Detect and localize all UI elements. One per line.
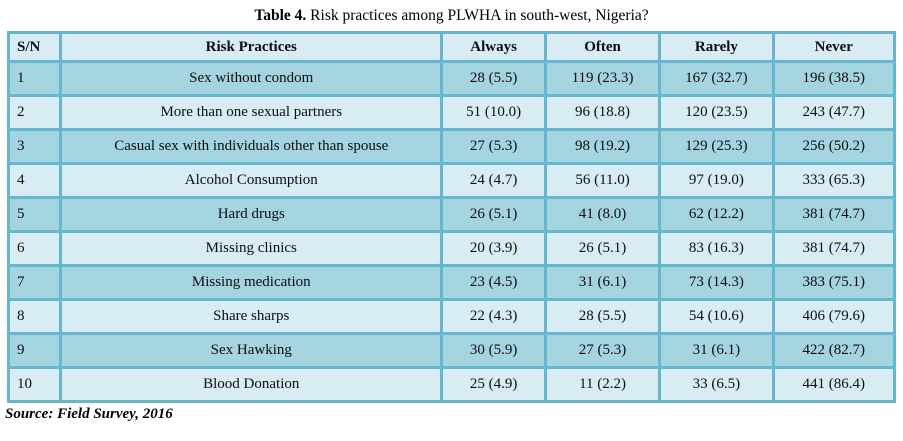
- table-cell: Share sharps: [59, 298, 444, 335]
- table-cell: Sex Hawking: [59, 332, 444, 369]
- table-row: 4 Alcohol Consumption 24 (4.7) 56 (11.0) 97 …: [6, 162, 897, 199]
- table-cell: 98 (19.2): [543, 128, 662, 165]
- table-title-text: Risk practices among PLWHA in south-west…: [306, 7, 649, 24]
- table-row: 6 Missing clinics 20 (3.9) 26 (5.1) 83 (16.3…: [6, 230, 897, 267]
- table-cell: 2: [6, 94, 63, 131]
- table-cell: 381 (74.7): [771, 230, 897, 267]
- table-cell: 11 (2.2): [543, 366, 662, 403]
- table-cell: 8: [6, 298, 63, 335]
- table-row: 1 Sex without condom 28 (5.5) 119 (23.3) 167…: [6, 60, 897, 97]
- risk-practices-table: S/N Risk Practices Always Often Rarely Never …: [6, 31, 897, 403]
- header-cell: S/N: [6, 31, 63, 63]
- table-cell: 28 (5.5): [440, 60, 547, 97]
- table-cell: 4: [6, 162, 63, 199]
- table-title: Table 4. Risk practices among PLWHA in s…: [0, 0, 903, 30]
- table-cell: 3: [6, 128, 63, 165]
- table-cell: 83 (16.3): [658, 230, 775, 267]
- table-cell: 7: [6, 264, 63, 301]
- table-cell: Alcohol Consumption: [59, 162, 444, 199]
- table-cell: 27 (5.3): [543, 332, 662, 369]
- header-row: S/N Risk Practices Always Often Rarely Never: [6, 31, 897, 63]
- table-cell: 422 (82.7): [771, 332, 897, 369]
- table-body: 1 Sex without condom 28 (5.5) 119 (23.3) 167…: [6, 60, 897, 403]
- table-row: 7 Missing medication 23 (4.5) 31 (6.1) 73 (1…: [6, 264, 897, 301]
- table-cell: 406 (79.6): [771, 298, 897, 335]
- table-cell: 6: [6, 230, 63, 267]
- table-cell: 96 (18.8): [543, 94, 662, 131]
- table-cell: Missing clinics: [59, 230, 444, 267]
- table-row: 9 Sex Hawking 30 (5.9) 27 (5.3) 31 (6.1) 422 …: [6, 332, 897, 369]
- table-cell: 24 (4.7): [440, 162, 547, 199]
- table-cell: Missing medication: [59, 264, 444, 301]
- table-cell: Hard drugs: [59, 196, 444, 233]
- table-row: 8 Share sharps 22 (4.3) 28 (5.5) 54 (10.6) 40…: [6, 298, 897, 335]
- table-row: 5 Hard drugs 26 (5.1) 41 (8.0) 62 (12.2) 381 …: [6, 196, 897, 233]
- table-cell: 22 (4.3): [440, 298, 547, 335]
- header-cell: Often: [543, 31, 662, 63]
- table-cell: 9: [6, 332, 63, 369]
- header-cell: Risk Practices: [59, 31, 444, 63]
- table-cell: More than one sexual partners: [59, 94, 444, 131]
- table-cell: 62 (12.2): [658, 196, 775, 233]
- table-cell: 26 (5.1): [440, 196, 547, 233]
- table-cell: 23 (4.5): [440, 264, 547, 301]
- table-cell: 41 (8.0): [543, 196, 662, 233]
- table-cell: 120 (23.5): [658, 94, 775, 131]
- table-cell: 256 (50.2): [771, 128, 897, 165]
- table-cell: 33 (6.5): [658, 366, 775, 403]
- table-cell: 196 (38.5): [771, 60, 897, 97]
- header-cell: Always: [440, 31, 547, 63]
- table-cell: 10: [6, 366, 63, 403]
- table-cell: 129 (25.3): [658, 128, 775, 165]
- table-row: 3 Casual sex with individuals other than …: [6, 128, 897, 165]
- table-cell: 31 (6.1): [543, 264, 662, 301]
- table-cell: 54 (10.6): [658, 298, 775, 335]
- table-cell: 383 (75.1): [771, 264, 897, 301]
- table-cell: 243 (47.7): [771, 94, 897, 131]
- table-cell: 333 (65.3): [771, 162, 897, 199]
- table-cell: 441 (86.4): [771, 366, 897, 403]
- table-cell: 167 (32.7): [658, 60, 775, 97]
- table-cell: 5: [6, 196, 63, 233]
- table-cell: Blood Donation: [59, 366, 444, 403]
- table-cell: 20 (3.9): [440, 230, 547, 267]
- table-header-row: S/N Risk Practices Always Often Rarely Never: [6, 31, 897, 63]
- header-cell: Rarely: [658, 31, 775, 63]
- table-cell: Casual sex with individuals other than s…: [59, 128, 444, 165]
- table-cell: Sex without condom: [59, 60, 444, 97]
- header-cell: Never: [771, 31, 897, 63]
- table-cell: 31 (6.1): [658, 332, 775, 369]
- table-cell: 73 (14.3): [658, 264, 775, 301]
- table-cell: 1: [6, 60, 63, 97]
- table-cell: 26 (5.1): [543, 230, 662, 267]
- table-cell: 30 (5.9): [440, 332, 547, 369]
- table-cell: 27 (5.3): [440, 128, 547, 165]
- table-cell: 51 (10.0): [440, 94, 547, 131]
- table-title-number: Table 4.: [254, 7, 307, 24]
- table-cell: 28 (5.5): [543, 298, 662, 335]
- table-cell: 119 (23.3): [543, 60, 662, 97]
- table-cell: 56 (11.0): [543, 162, 662, 199]
- table-cell: 381 (74.7): [771, 196, 897, 233]
- source-note: Source: Field Survey, 2016: [5, 406, 173, 422]
- table-row: 2 More than one sexual partners 51 (10.0) 9…: [6, 94, 897, 131]
- table-row: 10 Blood Donation 25 (4.9) 11 (2.2) 33 (6.5)…: [6, 366, 897, 403]
- table-cell: 25 (4.9): [440, 366, 547, 403]
- table-cell: 97 (19.0): [658, 162, 775, 199]
